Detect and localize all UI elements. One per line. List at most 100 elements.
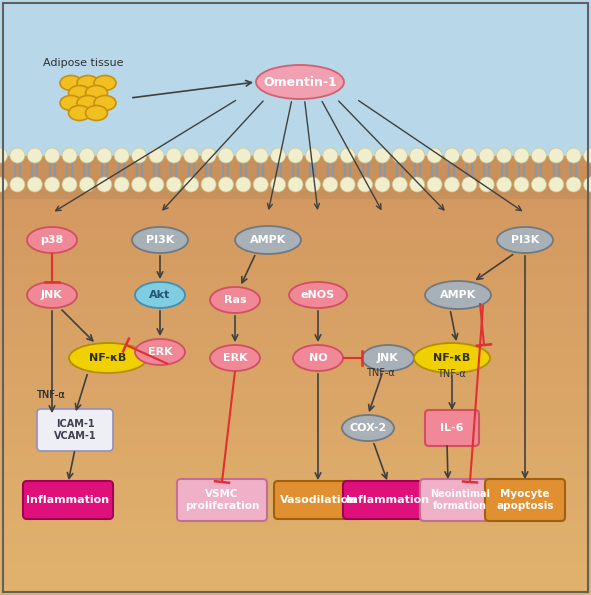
Bar	[0, 258, 591, 268]
Circle shape	[97, 177, 112, 192]
Text: AMPK: AMPK	[440, 290, 476, 300]
Circle shape	[444, 148, 459, 163]
Circle shape	[219, 177, 233, 192]
Ellipse shape	[132, 227, 188, 253]
Circle shape	[392, 177, 407, 192]
Circle shape	[583, 177, 591, 192]
Bar	[0, 426, 591, 437]
Bar	[0, 387, 591, 397]
Ellipse shape	[69, 343, 147, 373]
Bar	[0, 307, 591, 318]
Circle shape	[219, 148, 233, 163]
Circle shape	[79, 148, 95, 163]
Circle shape	[427, 148, 442, 163]
Bar	[0, 466, 591, 477]
Circle shape	[201, 148, 216, 163]
Text: Akt: Akt	[150, 290, 171, 300]
Bar	[0, 367, 591, 378]
Circle shape	[514, 177, 529, 192]
Bar	[0, 268, 591, 278]
Circle shape	[496, 177, 512, 192]
Circle shape	[375, 177, 390, 192]
Circle shape	[358, 148, 372, 163]
Text: VSMC
proliferation: VSMC proliferation	[185, 489, 259, 511]
Circle shape	[306, 177, 320, 192]
Ellipse shape	[497, 227, 553, 253]
Bar	[0, 337, 591, 348]
Ellipse shape	[293, 345, 343, 371]
Ellipse shape	[27, 282, 77, 308]
Circle shape	[10, 177, 25, 192]
Circle shape	[462, 148, 477, 163]
Text: NF-κB: NF-κB	[89, 353, 126, 363]
Circle shape	[201, 177, 216, 192]
Circle shape	[323, 148, 338, 163]
Circle shape	[132, 177, 147, 192]
Circle shape	[375, 148, 390, 163]
Text: NF-κB: NF-κB	[433, 353, 470, 363]
Bar	[0, 208, 591, 219]
Circle shape	[45, 148, 60, 163]
Text: COX-2: COX-2	[349, 423, 387, 433]
Bar	[0, 357, 591, 368]
Bar	[0, 406, 591, 417]
Circle shape	[479, 148, 494, 163]
Ellipse shape	[60, 76, 82, 90]
Circle shape	[27, 148, 43, 163]
Ellipse shape	[256, 65, 344, 99]
FancyBboxPatch shape	[485, 479, 565, 521]
Ellipse shape	[27, 227, 77, 253]
Text: TNF-α: TNF-α	[36, 390, 65, 400]
Ellipse shape	[86, 105, 108, 121]
Text: ICAM-1
VCAM-1: ICAM-1 VCAM-1	[54, 419, 96, 441]
Circle shape	[340, 148, 355, 163]
Text: eNOS: eNOS	[301, 290, 335, 300]
Text: p38: p38	[40, 235, 64, 245]
Text: TNF-α: TNF-α	[36, 390, 65, 400]
Ellipse shape	[60, 96, 82, 111]
Bar	[0, 228, 591, 239]
Circle shape	[340, 177, 355, 192]
Ellipse shape	[135, 282, 185, 308]
Bar	[0, 218, 591, 228]
Ellipse shape	[342, 415, 394, 441]
Circle shape	[548, 148, 564, 163]
Circle shape	[253, 148, 268, 163]
Bar	[0, 436, 591, 447]
Bar	[0, 536, 591, 546]
Circle shape	[427, 177, 442, 192]
Text: PI3K: PI3K	[511, 235, 539, 245]
Circle shape	[114, 148, 129, 163]
Ellipse shape	[94, 96, 116, 111]
Bar	[0, 585, 591, 595]
Bar	[0, 277, 591, 289]
Circle shape	[410, 148, 425, 163]
Text: PI3K: PI3K	[146, 235, 174, 245]
Circle shape	[45, 177, 60, 192]
Text: Adipose tissue: Adipose tissue	[43, 58, 124, 68]
FancyBboxPatch shape	[343, 481, 433, 519]
Bar	[0, 446, 591, 457]
Bar	[0, 506, 591, 516]
Ellipse shape	[86, 86, 108, 101]
Circle shape	[62, 177, 77, 192]
Text: Inflammation: Inflammation	[27, 495, 109, 505]
Circle shape	[27, 177, 43, 192]
Text: Ras: Ras	[223, 295, 246, 305]
Bar	[0, 248, 591, 259]
FancyBboxPatch shape	[420, 479, 500, 521]
Circle shape	[479, 177, 494, 192]
Circle shape	[184, 177, 199, 192]
Circle shape	[566, 177, 581, 192]
Circle shape	[114, 177, 129, 192]
Ellipse shape	[94, 76, 116, 90]
Text: ERK: ERK	[223, 353, 247, 363]
Circle shape	[0, 177, 8, 192]
Ellipse shape	[414, 343, 490, 373]
Circle shape	[444, 177, 459, 192]
Bar	[0, 0, 591, 158]
Text: Inflammation: Inflammation	[346, 495, 430, 505]
Circle shape	[79, 177, 95, 192]
Bar	[0, 496, 591, 507]
Bar	[0, 317, 591, 328]
